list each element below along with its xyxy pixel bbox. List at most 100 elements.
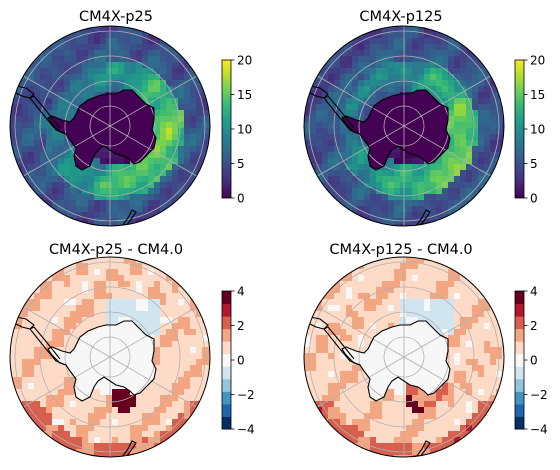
antarctica-fill — [342, 321, 450, 401]
cell — [148, 62, 155, 69]
cell — [172, 176, 179, 183]
cell — [64, 176, 71, 183]
cell — [340, 377, 347, 384]
cell — [400, 32, 407, 39]
cell — [316, 134, 323, 141]
cell — [76, 50, 83, 57]
cell — [472, 425, 479, 432]
cell — [328, 110, 335, 117]
cell — [196, 98, 203, 105]
cell — [382, 317, 389, 324]
cell — [472, 323, 479, 330]
cell — [124, 407, 131, 414]
cell — [70, 263, 77, 270]
cell — [412, 275, 419, 282]
cell — [346, 164, 353, 171]
cell — [88, 413, 95, 420]
cell — [478, 425, 485, 432]
cell — [334, 323, 341, 330]
cell — [328, 311, 335, 318]
cell — [346, 188, 353, 195]
cell — [412, 299, 419, 306]
cell — [340, 128, 347, 135]
cell — [328, 92, 335, 99]
cell — [94, 92, 101, 99]
cell — [28, 140, 35, 147]
cell — [154, 317, 161, 324]
cell — [178, 140, 185, 147]
cell — [172, 188, 179, 195]
cell — [334, 122, 341, 129]
cell — [388, 305, 395, 312]
cell — [334, 293, 341, 300]
cell — [106, 200, 113, 207]
cell — [88, 437, 95, 444]
cell — [136, 170, 143, 177]
cell — [184, 383, 191, 390]
cell — [88, 281, 95, 288]
cell — [106, 443, 113, 450]
cell — [370, 431, 377, 438]
cell — [172, 299, 179, 306]
cell — [202, 329, 209, 336]
cell — [34, 311, 41, 318]
cell — [448, 80, 455, 87]
cell — [178, 287, 185, 294]
colorbar-tick-label: 5 — [530, 157, 538, 171]
cell — [190, 329, 197, 336]
meridian-line — [403, 125, 491, 177]
cell — [166, 56, 173, 63]
cell — [448, 194, 455, 201]
cell — [472, 371, 479, 378]
cell — [436, 425, 443, 432]
cell — [130, 455, 137, 457]
cell — [70, 74, 77, 81]
cell — [490, 395, 497, 402]
cell — [388, 425, 395, 432]
cell — [424, 305, 431, 312]
cell — [106, 164, 113, 171]
cell — [388, 182, 395, 189]
cell — [70, 80, 77, 87]
cell — [142, 68, 149, 75]
cell — [418, 275, 425, 282]
cell — [340, 371, 347, 378]
cell — [460, 80, 467, 87]
cell — [10, 365, 17, 372]
cell — [412, 86, 419, 93]
cell — [172, 158, 179, 165]
cell — [442, 74, 449, 81]
cell — [82, 92, 89, 99]
cell — [412, 176, 419, 183]
cell — [340, 98, 347, 105]
cell — [430, 212, 437, 219]
cell — [406, 443, 413, 450]
cell — [88, 305, 95, 312]
cell — [472, 407, 479, 414]
cell — [94, 413, 101, 420]
cell — [148, 152, 155, 159]
cell — [334, 80, 341, 87]
cell — [424, 164, 431, 171]
cell — [448, 140, 455, 147]
cell — [124, 263, 131, 270]
south-america-coastline — [13, 316, 35, 330]
cell — [166, 194, 173, 201]
cell — [202, 170, 209, 177]
cell — [376, 299, 383, 306]
cell — [166, 377, 173, 384]
cell — [148, 293, 155, 300]
cell — [88, 401, 95, 408]
cell — [148, 287, 155, 294]
cell — [394, 275, 401, 282]
cell — [94, 50, 101, 57]
cell — [394, 212, 401, 219]
cell — [64, 80, 71, 87]
cell — [322, 359, 329, 366]
cell — [364, 287, 371, 294]
cell — [106, 287, 113, 294]
cell — [496, 371, 503, 378]
cell — [340, 110, 347, 117]
cell — [436, 437, 443, 444]
cell — [52, 401, 59, 408]
